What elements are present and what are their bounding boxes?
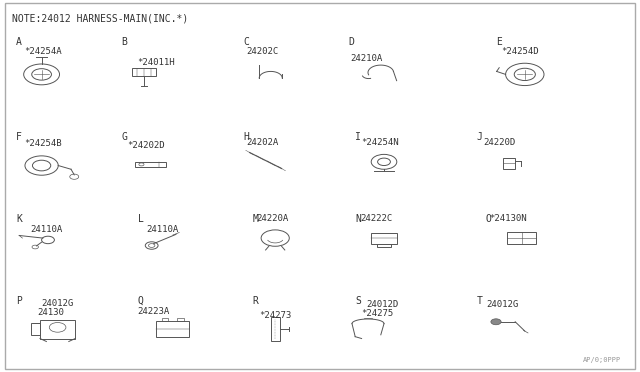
Text: *24130N: *24130N [490, 214, 527, 223]
Text: 24110A: 24110A [146, 225, 178, 234]
Text: 24220A: 24220A [256, 214, 288, 223]
Bar [377, 244, 391, 247]
Text: 24202C: 24202C [246, 46, 278, 55]
Text: NOTE:24012 HARNESS-MAIN(INC.*): NOTE:24012 HARNESS-MAIN(INC.*) [12, 13, 188, 23]
Text: *24273: *24273 [259, 311, 291, 320]
Text: M: M [253, 214, 259, 224]
Text: D: D [349, 37, 355, 47]
Text: 24223A: 24223A [138, 307, 170, 316]
Text: *24254N: *24254N [362, 138, 399, 147]
Text: 24222C: 24222C [360, 214, 392, 223]
Bar [503, 158, 515, 169]
Text: E: E [496, 37, 502, 47]
Bar [371, 232, 397, 244]
Text: C: C [243, 37, 249, 47]
Text: N: N [355, 214, 361, 224]
Text: 24012D: 24012D [366, 300, 398, 309]
Text: O: O [485, 214, 491, 224]
Text: 24110A: 24110A [31, 225, 63, 234]
Bar [135, 162, 166, 167]
Bar [177, 318, 184, 321]
Text: *24254A: *24254A [24, 46, 62, 55]
Text: F: F [16, 132, 22, 142]
Text: P: P [16, 296, 22, 306]
Text: 24220D: 24220D [483, 138, 515, 147]
Text: Q: Q [138, 296, 143, 306]
Text: G: G [122, 132, 127, 142]
Text: *24275: *24275 [362, 309, 394, 318]
Text: AP/0;0PPP: AP/0;0PPP [582, 357, 621, 363]
Bar [156, 321, 189, 337]
Bar [271, 317, 280, 341]
Bar [507, 232, 536, 244]
Bar [162, 318, 168, 321]
Text: B: B [122, 37, 127, 47]
Text: *24254D: *24254D [501, 46, 539, 55]
Text: 24012G: 24012G [42, 299, 74, 308]
Circle shape [491, 319, 501, 325]
Text: 24210A: 24210A [351, 54, 383, 63]
Text: A: A [16, 37, 22, 47]
Text: *24254B: *24254B [24, 140, 62, 148]
Text: 24202A: 24202A [246, 138, 278, 147]
Text: 24130: 24130 [37, 308, 64, 317]
Text: R: R [253, 296, 259, 306]
Bar [40, 320, 76, 339]
Bar [132, 68, 156, 76]
Text: J: J [477, 132, 483, 142]
Text: K: K [16, 214, 22, 224]
Text: S: S [355, 296, 361, 306]
Text: *24202D: *24202D [127, 141, 164, 150]
Text: T: T [477, 296, 483, 306]
Text: I: I [355, 132, 361, 142]
Text: L: L [138, 214, 143, 224]
Bar [31, 323, 40, 335]
Text: 24012G: 24012G [486, 300, 518, 309]
Text: *24011H: *24011H [138, 58, 175, 67]
Text: H: H [243, 132, 249, 142]
